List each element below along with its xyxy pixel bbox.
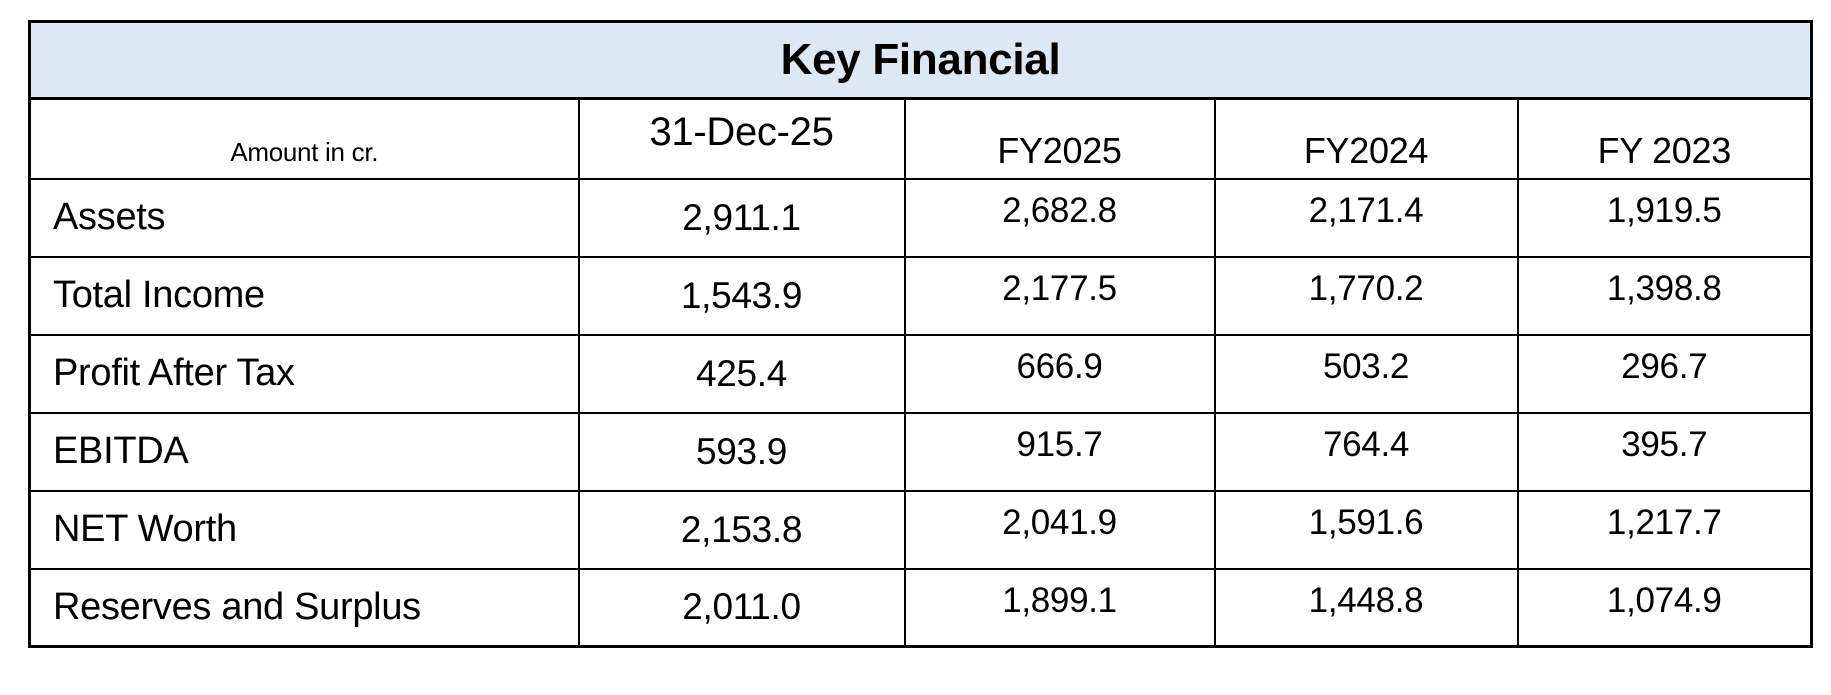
cell-total-income-31-dec-25: 1,543.9 bbox=[577, 255, 906, 336]
row-label-net-worth: NET Worth bbox=[28, 489, 580, 570]
cell-profit-after-tax-fy2024: 503.2 bbox=[1213, 333, 1519, 414]
cell-total-income-fy2024: 1,770.2 bbox=[1213, 255, 1519, 336]
table-row-net-worth: NET Worth 2,153.8 2,041.9 1,591.6 1,217.7 bbox=[28, 489, 1813, 570]
table-row-profit-after-tax: Profit After Tax 425.4 666.9 503.2 296.7 bbox=[28, 333, 1813, 414]
table-header-row: Amount in cr. 31-Dec-25 FY2025 FY2024 FY… bbox=[28, 97, 1813, 180]
cell-ebitda-fy2024: 764.4 bbox=[1213, 411, 1519, 492]
key-financial-table: Key Financial Amount in cr. 31-Dec-25 FY… bbox=[28, 20, 1813, 648]
row-label-profit-after-tax: Profit After Tax bbox=[28, 333, 580, 414]
table-row-total-income: Total Income 1,543.9 2,177.5 1,770.2 1,398.8 bbox=[28, 255, 1813, 336]
cell-net-worth-fy-2023: 1,217.7 bbox=[1516, 489, 1813, 570]
cell-assets-fy2024: 2,171.4 bbox=[1213, 177, 1519, 258]
corner-label-amount-in-cr: Amount in cr. bbox=[28, 97, 580, 180]
cell-assets-fy-2023: 1,919.5 bbox=[1516, 177, 1813, 258]
cell-ebitda-fy-2023: 395.7 bbox=[1516, 411, 1813, 492]
cell-total-income-fy2025: 2,177.5 bbox=[903, 255, 1216, 336]
cell-profit-after-tax-31-dec-25: 425.4 bbox=[577, 333, 906, 414]
cell-assets-31-dec-25: 2,911.1 bbox=[577, 177, 906, 258]
cell-reserves-and-surplus-fy2025: 1,899.1 bbox=[903, 567, 1216, 648]
table-body: Assets 2,911.1 2,682.8 2,171.4 1,919.5 Total … bbox=[28, 177, 1813, 648]
column-header-31-dec-25: 31-Dec-25 bbox=[577, 97, 906, 180]
table-row-reserves-and-surplus: Reserves and Surplus 2,011.0 1,899.1 1,448.… bbox=[28, 567, 1813, 648]
column-header-fy-2023: FY 2023 bbox=[1516, 97, 1813, 180]
cell-ebitda-fy2025: 915.7 bbox=[903, 411, 1216, 492]
row-label-reserves-and-surplus: Reserves and Surplus bbox=[28, 567, 580, 648]
table-title-row: Key Financial bbox=[28, 20, 1813, 100]
cell-reserves-and-surplus-fy-2023: 1,074.9 bbox=[1516, 567, 1813, 648]
row-label-assets: Assets bbox=[28, 177, 580, 258]
cell-net-worth-fy2025: 2,041.9 bbox=[903, 489, 1216, 570]
cell-ebitda-31-dec-25: 593.9 bbox=[577, 411, 906, 492]
cell-reserves-and-surplus-fy2024: 1,448.8 bbox=[1213, 567, 1519, 648]
cell-reserves-and-surplus-31-dec-25: 2,011.0 bbox=[577, 567, 906, 648]
table-title: Key Financial bbox=[28, 20, 1813, 100]
cell-net-worth-31-dec-25: 2,153.8 bbox=[577, 489, 906, 570]
row-label-ebitda: EBITDA bbox=[28, 411, 580, 492]
row-label-total-income: Total Income bbox=[28, 255, 580, 336]
cell-net-worth-fy2024: 1,591.6 bbox=[1213, 489, 1519, 570]
column-header-fy2024: FY2024 bbox=[1213, 97, 1519, 180]
table-row-ebitda: EBITDA 593.9 915.7 764.4 395.7 bbox=[28, 411, 1813, 492]
cell-profit-after-tax-fy2025: 666.9 bbox=[903, 333, 1216, 414]
table-row-assets: Assets 2,911.1 2,682.8 2,171.4 1,919.5 bbox=[28, 177, 1813, 258]
cell-assets-fy2025: 2,682.8 bbox=[903, 177, 1216, 258]
cell-total-income-fy-2023: 1,398.8 bbox=[1516, 255, 1813, 336]
column-header-fy2025: FY2025 bbox=[903, 97, 1216, 180]
cell-profit-after-tax-fy-2023: 296.7 bbox=[1516, 333, 1813, 414]
